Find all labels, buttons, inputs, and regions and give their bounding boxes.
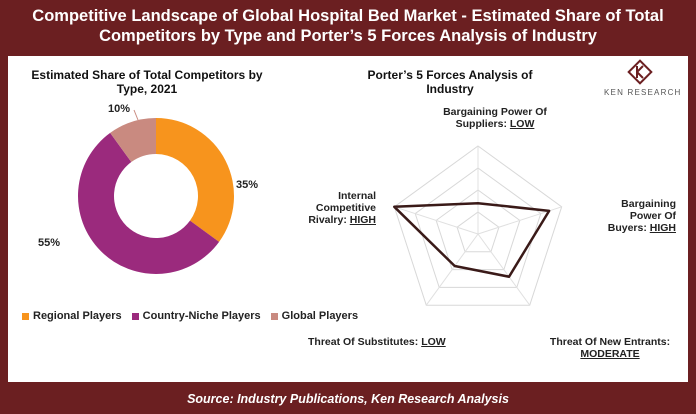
legend-item-niche: Country-Niche Players	[131, 310, 261, 322]
donut-slice-0	[156, 118, 234, 242]
radar-chart-title: Porter’s 5 Forces Analysis of Industry	[360, 68, 540, 96]
rivalry-line2: Competitive	[315, 202, 376, 214]
header-title-line1: Competitive Landscape of Global Hospital…	[32, 7, 664, 25]
buyers-line2: Power Of	[629, 210, 676, 222]
suppliers-line2: Suppliers: LOW	[430, 118, 560, 130]
suppliers-text: Suppliers:	[455, 118, 510, 130]
donut-label-1: 55%	[38, 237, 60, 249]
entrants-line1: Threat Of New Entrants:	[549, 336, 671, 348]
content-panel	[8, 56, 688, 382]
rivalry-rating: HIGH	[349, 214, 376, 226]
donut-slice-1	[78, 132, 220, 274]
radar-label-rivalry: Internal Competitive Rivalry: HIGH	[296, 190, 376, 226]
substitutes-text: Threat Of Substitutes:	[308, 336, 422, 348]
donut-title-line2: Type, 2021	[116, 82, 178, 96]
legend-item-regional: Regional Players	[22, 310, 122, 322]
legend-label-global: Global Players	[281, 310, 359, 322]
logo-text: KEN RESEARCH	[604, 88, 682, 97]
donut-chart-title: Estimated Share of Total Competitors by …	[22, 68, 272, 96]
rivalry-line1: Internal	[338, 190, 376, 202]
ken-research-logo	[627, 59, 653, 85]
legend-item-global: Global Players	[270, 310, 359, 322]
radar-title-line1: Porter’s 5 Forces Analysis of	[367, 68, 533, 82]
legend-swatch-global	[270, 312, 278, 320]
buyers-rating: HIGH	[649, 222, 676, 234]
radar-ring-4	[393, 145, 563, 306]
footer-source: Source: Industry Publications, Ken Resea…	[187, 392, 509, 406]
radar-spoke-3	[425, 233, 479, 306]
radar-spoke-2	[477, 233, 531, 306]
radar-label-entrants: Threat Of New Entrants: MODERATE	[540, 336, 680, 360]
suppliers-rating: LOW	[509, 118, 535, 130]
substitutes-rating: LOW	[421, 336, 446, 348]
radar-spoke-4	[394, 206, 479, 235]
legend-swatch-niche	[131, 312, 139, 320]
legend-label-regional: Regional Players	[33, 310, 122, 322]
donut-leader-line	[133, 109, 139, 121]
header: Competitive Landscape of Global Hospital…	[0, 0, 696, 52]
radar-label-substitutes: Threat Of Substitutes: LOW	[308, 336, 468, 348]
rivalry-line3: Rivalry: HIGH	[296, 214, 376, 226]
buyers-line3: Buyers: HIGH	[596, 222, 676, 234]
radar-label-buyers: Bargaining Power Of Buyers: HIGH	[596, 198, 676, 234]
radar-label-suppliers: Bargaining Power Of Suppliers: LOW	[430, 106, 560, 130]
header-title-line2: Competitors by Type and Porter’s 5 Force…	[99, 27, 597, 45]
legend-label-niche: Country-Niche Players	[142, 310, 261, 322]
rivalry-text: Rivalry:	[308, 214, 350, 226]
donut-label-2: 10%	[108, 103, 130, 115]
buyers-text: Buyers:	[607, 222, 650, 234]
radar-title-line2: Industry	[426, 82, 474, 96]
donut-title-line1: Estimated Share of Total Competitors by	[31, 68, 263, 82]
entrants-rating: MODERATE	[580, 348, 640, 360]
legend-swatch-regional	[22, 312, 29, 320]
donut-legend: Regional Players Country-Niche Players G…	[22, 310, 358, 322]
suppliers-line1: Bargaining Power Of	[443, 106, 547, 118]
donut-label-0: 35%	[236, 179, 258, 191]
radar-ring-1	[456, 211, 500, 253]
donut-slice-2	[110, 118, 156, 163]
radar-data-polygon	[393, 201, 551, 278]
buyers-line1: Bargaining	[621, 198, 676, 210]
